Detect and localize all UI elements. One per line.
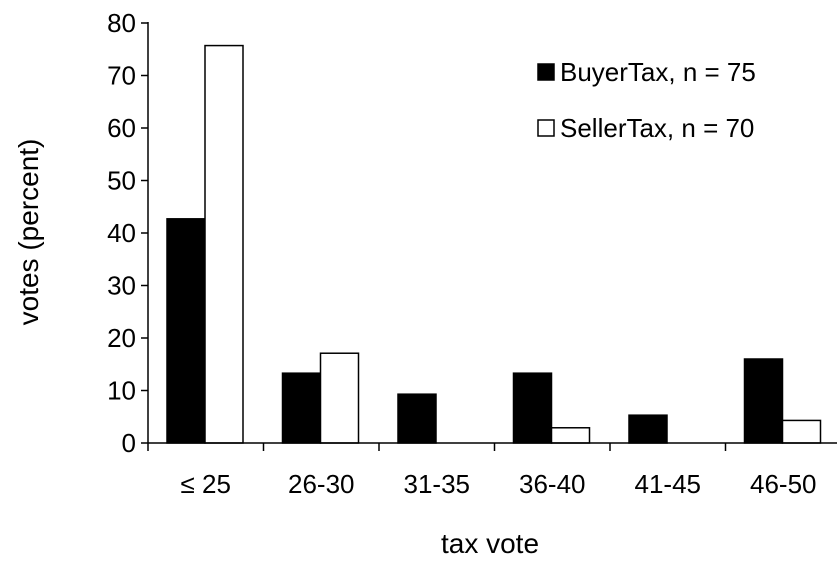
y-tick-label: 80 bbox=[107, 8, 136, 38]
bar-buyertax-2 bbox=[397, 393, 437, 444]
x-tick-label: 36-40 bbox=[519, 469, 586, 499]
bar-buyertax-3 bbox=[512, 372, 553, 444]
x-tick-label: ≤ 25 bbox=[181, 469, 231, 499]
bar-sellertax-0 bbox=[204, 44, 244, 444]
legend-label-buyertax: BuyerTax, n = 75 bbox=[560, 57, 756, 87]
x-axis-label: tax vote bbox=[441, 528, 539, 559]
x-tick-label: 46-50 bbox=[750, 469, 817, 499]
bar-sellertax-3 bbox=[550, 427, 591, 444]
bar-sellertax-1 bbox=[319, 352, 360, 444]
bar-buyertax-0 bbox=[166, 218, 206, 444]
bar-buyertax-5 bbox=[743, 358, 784, 444]
x-ticks-group: ≤ 25 26-30 31-35 36-40 41-45 46-50 bbox=[147, 443, 817, 499]
y-ticks-group: 0 10 20 30 40 50 60 70 80 bbox=[107, 8, 148, 458]
bar-sellertax-5 bbox=[781, 419, 822, 444]
legend-swatch-buyertax bbox=[537, 63, 555, 81]
y-axis-label: votes (percent) bbox=[13, 139, 44, 326]
y-tick-label: 70 bbox=[107, 61, 136, 91]
bars-group bbox=[166, 44, 822, 444]
x-tick-label: 26-30 bbox=[288, 469, 355, 499]
legend-label-sellertax: SellerTax, n = 70 bbox=[560, 113, 754, 143]
legend-swatch-sellertax bbox=[537, 119, 555, 137]
y-tick-label: 0 bbox=[122, 428, 136, 458]
bar-buyertax-1 bbox=[281, 372, 322, 444]
y-tick-label: 20 bbox=[107, 323, 136, 353]
y-tick-label: 60 bbox=[107, 113, 136, 143]
x-tick-label: 41-45 bbox=[635, 469, 702, 499]
x-tick-label: 31-35 bbox=[404, 469, 471, 499]
legend: BuyerTax, n = 75 SellerTax, n = 70 bbox=[537, 57, 756, 143]
y-tick-label: 10 bbox=[107, 376, 136, 406]
y-tick-label: 40 bbox=[107, 218, 136, 248]
y-tick-label: 50 bbox=[107, 166, 136, 196]
y-tick-label: 30 bbox=[107, 271, 136, 301]
bar-buyertax-4 bbox=[628, 414, 668, 444]
